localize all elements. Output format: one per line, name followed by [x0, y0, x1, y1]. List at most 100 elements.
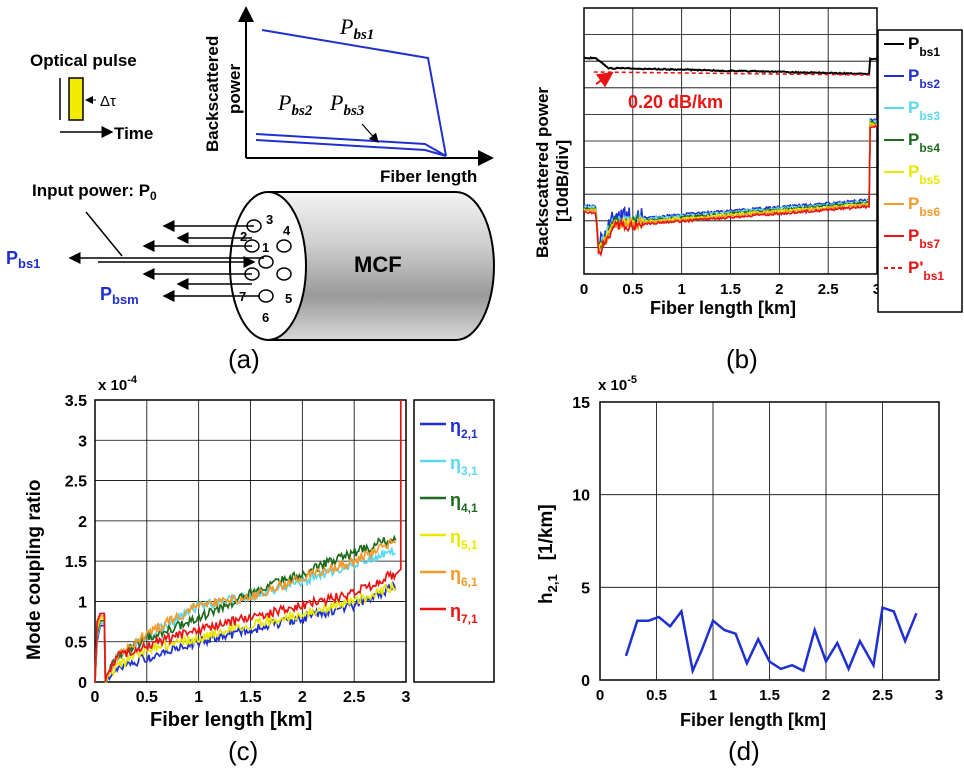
b-xtick-label: 0.5: [622, 281, 643, 298]
b-legend-label: P'bs1: [908, 258, 944, 283]
core-4: [276, 239, 292, 253]
sketch-ylabel-2: power: [225, 64, 244, 114]
c-ytick-label: 2: [78, 514, 87, 531]
core-number-5: 5: [285, 291, 292, 306]
plot-b-series: [583, 56, 878, 258]
sketch-pbs1-label: Pbs1: [339, 14, 374, 43]
slope-arrow: [595, 71, 614, 88]
d-ylabel: h2,1[1/km]: [536, 504, 560, 604]
sketch-curve-pbs1: [261, 29, 447, 157]
slope-annotation: 0.20 dB/km: [628, 92, 723, 112]
c-xtick-label: 0: [91, 689, 100, 706]
sketch-xlabel: Fiber length: [380, 167, 477, 186]
b-legend-label: Pbs1: [908, 34, 940, 59]
c-multiplier: x 10-4: [98, 374, 138, 394]
c-ylabel: Mode coupling ratio: [24, 480, 45, 661]
b-series-line: [583, 124, 878, 258]
d-xtick-label: 0.5: [646, 687, 667, 704]
plot-d-grid: [600, 402, 939, 680]
core-number-6: 6: [262, 310, 269, 325]
c-xtick-label: 3: [402, 689, 411, 706]
plot-d-yticks: 0 5 10 15: [572, 395, 590, 690]
core-number-4: 4: [283, 223, 291, 238]
c-ytick-label: 2.5: [65, 474, 87, 491]
core-5: [276, 267, 292, 281]
c-series-line: [94, 537, 397, 683]
backscatter-arrows: [68, 211, 264, 302]
d-xtick-label: 0: [596, 687, 604, 704]
core-number-1: 1: [262, 240, 269, 255]
d-ytick-label: 0: [581, 673, 590, 690]
plot-b-legend-items: Pbs1 Pbs2 Pbs3 Pbs4 Pbs5 Pbs6 Pbs7 P'bs1: [884, 34, 944, 283]
core-number-3: 3: [266, 212, 273, 227]
c-legend-label: η3,1: [450, 453, 478, 478]
core-number-2: 2: [240, 229, 247, 244]
d-ytick-label: 10: [572, 488, 590, 505]
c-xtick-label: 2: [298, 689, 307, 706]
delta-tau-label: Δτ: [100, 93, 116, 110]
c-legend-label: η6,1: [450, 564, 478, 589]
sketch-ylabel-1: Backscattered: [203, 36, 222, 152]
core-1: [258, 255, 274, 269]
core-6: [258, 289, 274, 303]
panel-b: 0 0.5 1 1.5 2 2.5 3 0.20 dB/km Backscattered p…: [533, 7, 963, 374]
caption-d: (d): [728, 736, 760, 766]
input-power-label: Input power: P0: [32, 181, 157, 203]
c-legend-label: η5,1: [450, 527, 478, 552]
c-legend-label: η7,1: [450, 601, 478, 626]
c-ytick-label: 3.5: [65, 393, 87, 410]
b-series-line: [583, 122, 878, 254]
c-legend-label: η4,1: [450, 490, 478, 515]
sketch-curve-pbs2: [255, 133, 447, 157]
sketch-pbs2-label: Pbs2: [277, 90, 313, 119]
plot-c-legend-items: η2,1 η3,1 η4,1 η5,1 η6,1 η7,1: [420, 416, 478, 626]
b-xtick-label: 1: [677, 281, 685, 298]
plot-b-xticks: 0 0.5 1 1.5 2 2.5 3: [580, 281, 881, 298]
c-ytick-label: 0.5: [65, 635, 87, 652]
d-ytick-label: 15: [572, 395, 590, 412]
sketch-pointer: [361, 123, 379, 143]
d-xtick-label: 3: [935, 687, 943, 704]
mcf-cylinder-body: [267, 191, 495, 341]
b-legend-label: Pbs3: [908, 98, 940, 123]
d-ytick-label: 5: [581, 580, 590, 597]
plot-c-yticks: 0 0.5 1 1.5 2 2.5 3 3.5: [65, 393, 87, 692]
b-legend-label: Pbs4: [908, 130, 940, 155]
sketch-pbs3-label: Pbs3: [329, 90, 365, 119]
b-xtick-label: 3: [873, 281, 881, 298]
c-ytick-label: 3: [78, 433, 87, 450]
plot-b-grid: [584, 8, 877, 274]
plot-c-xticks: 0 0.5 1 1.5 2 2.5 3: [91, 689, 411, 706]
b-xlabel: Fiber length [km]: [650, 298, 796, 318]
c-xtick-label: 1: [194, 689, 203, 706]
pbsm-label: Pbsm: [100, 284, 139, 307]
b-xtick-label: 2: [775, 281, 783, 298]
caption-c: (c): [228, 736, 258, 766]
b-legend-label: Pbs7: [908, 226, 940, 251]
c-xtick-label: 2.5: [343, 689, 365, 706]
d-series-line: [624, 606, 918, 675]
plot-d-xticks: 0 0.5 1 1.5 2 2.5 3: [596, 687, 943, 704]
c-series-line: [94, 582, 397, 685]
mcf-label: MCF: [354, 252, 402, 277]
b-ylabel-2: [10dB/div]: [553, 140, 572, 222]
d-multiplier: x 10-5: [598, 374, 637, 394]
pulse-shape: [68, 77, 84, 121]
b-legend-label: Pbs5: [908, 162, 940, 187]
b-legend-label: Pbs6: [908, 194, 940, 219]
caption-a: (a): [228, 344, 260, 374]
panel-d: 0 0.5 1 1.5 2 2.5 3 0 5 10 15 x 10-5 h2,1[1/km] F…: [536, 374, 943, 766]
panel-c: 0 0.5 1 1.5 2 2.5 3 0 0.5 1 1.5 2 2.5 3 3.5 x 10-4 Mo…: [24, 374, 495, 766]
c-xlabel: Fiber length [km]: [150, 709, 312, 731]
time-label: Time: [114, 124, 153, 143]
b-xtick-label: 2.5: [818, 281, 839, 298]
d-xtick-label: 2.5: [872, 687, 893, 704]
b-ylabel-1: Backscattered power: [533, 87, 552, 258]
caption-b: (b): [726, 344, 758, 374]
pbs1-label: Pbs1: [6, 248, 40, 271]
c-xtick-label: 1.5: [239, 689, 261, 706]
d-xtick-label: 1: [709, 687, 717, 704]
b-xtick-label: 1.5: [720, 281, 741, 298]
c-series-line: [94, 400, 402, 683]
b-legend-label: Pbs2: [908, 66, 940, 91]
